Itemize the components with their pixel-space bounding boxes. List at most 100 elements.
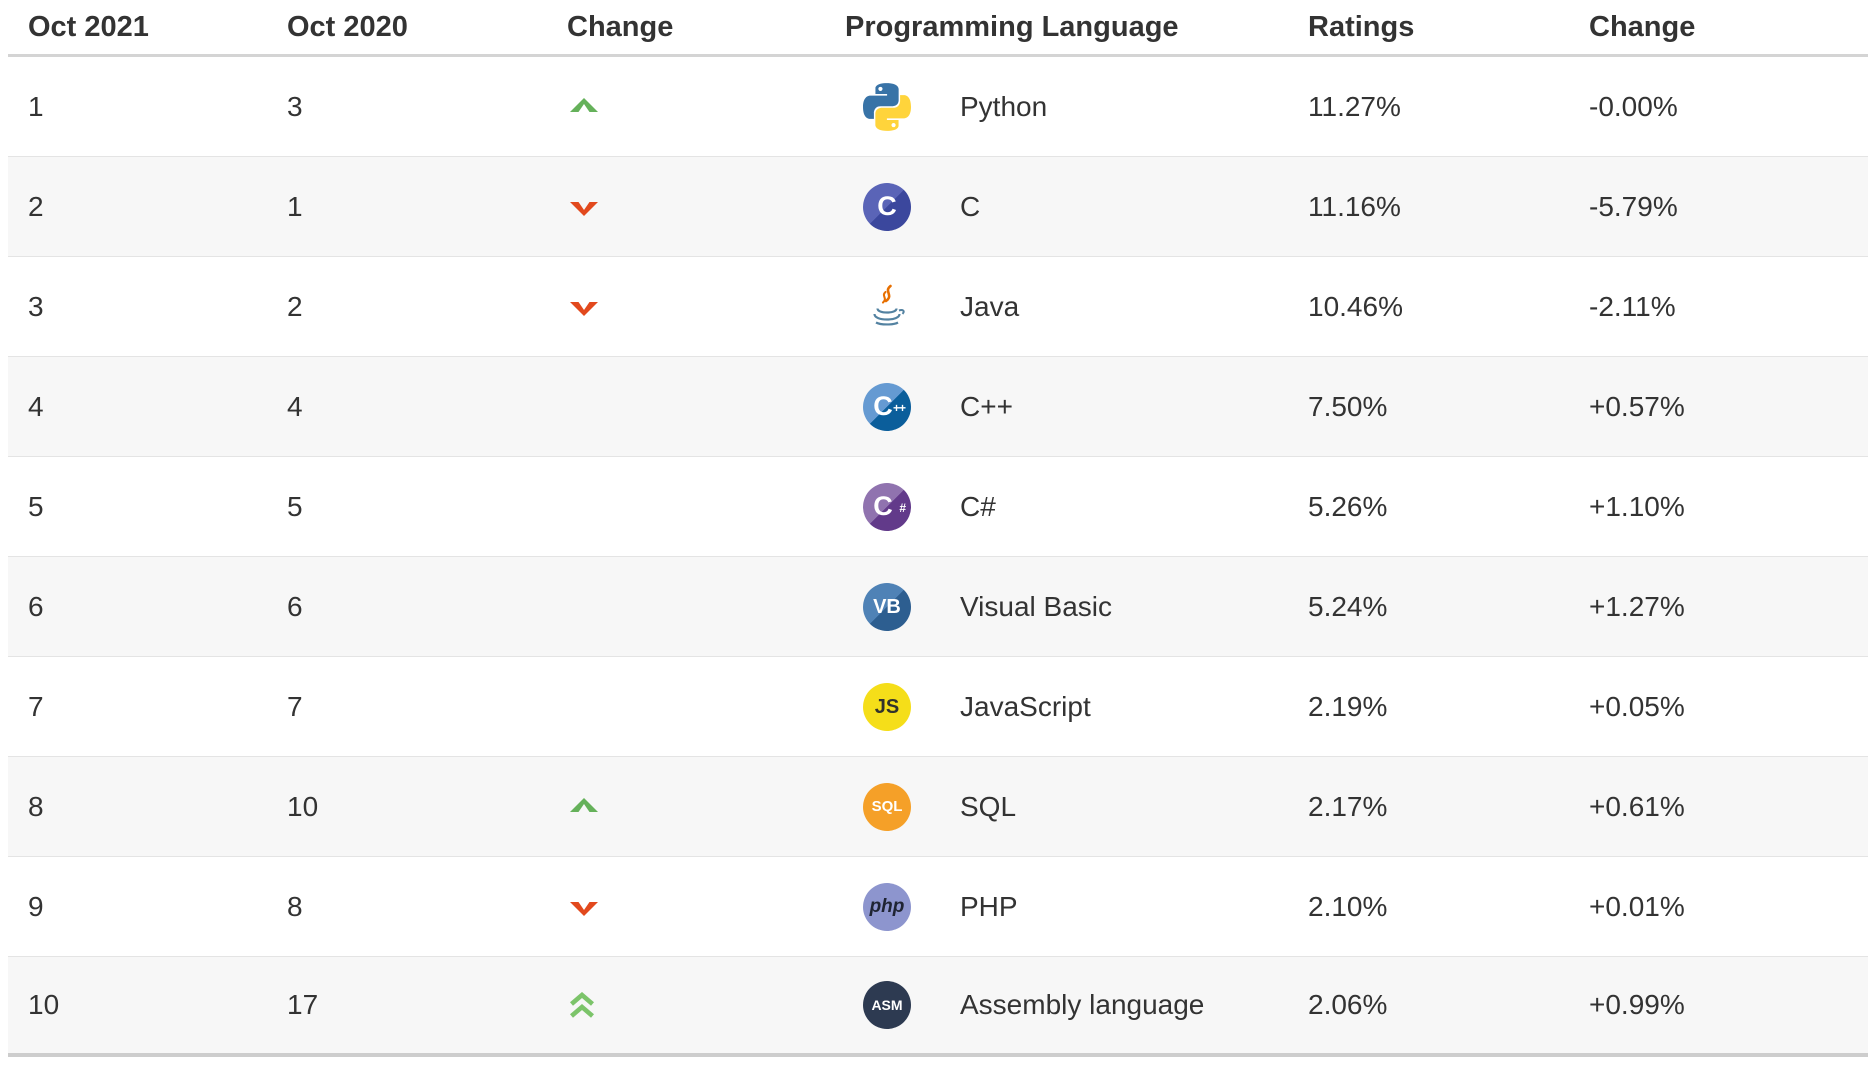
rank-2021-cell: 7 [28,690,44,722]
table-row: 9 8 php PHP 2.10% +0.01% [8,857,1868,957]
language-icon-label: C [877,191,897,221]
trend-up-icon [570,797,598,812]
language-cell: ASM Assembly language [845,981,1308,1029]
ratings-cell: 2.10% [1308,890,1388,922]
trend-cell [567,196,845,218]
trend-cell [567,296,845,318]
table-row: 5 5 C # C# 5.26% +1.10% [8,457,1868,557]
table-row: 3 2 Java 10.46% -2.11% [8,257,1868,357]
change-cell: +1.10% [1589,490,1685,522]
ratings-cell: 2.17% [1308,790,1388,822]
trend-up-double-icon [570,991,594,1018]
change-cell: +1.27% [1589,590,1685,622]
java-icon [863,283,911,331]
tiobe-index-table: Oct 2021 Oct 2020 Change Programming Lan… [8,0,1868,1057]
header-oct-2020: Oct 2020 [287,10,408,43]
table-row: 2 1 C C 11.16% -5.79% [8,157,1868,257]
trend-cell [567,96,845,118]
header-change-ratings: Change [1589,10,1696,43]
rank-2020-cell: 17 [287,989,319,1020]
rank-2021-cell: 4 [28,390,44,422]
language-cell: php PHP [845,882,1308,931]
javascript-icon: JS [863,682,911,731]
change-cell: +0.57% [1589,390,1685,422]
table-row: 6 6 VB Visual Basic 5.24% +1.27% [8,557,1868,657]
change-cell: +0.61% [1589,790,1685,822]
ratings-cell: 11.16% [1308,190,1401,222]
rank-2020-cell: 2 [287,290,303,322]
language-cell: Python [845,82,1308,131]
trend-up-icon [570,97,598,112]
language-icon-label: SQL [871,798,903,815]
header-oct-2021: Oct 2021 [28,10,149,43]
ratings-cell: 7.50% [1308,390,1388,422]
language-cell: C C [845,182,1308,231]
language-name: C++ [960,390,1013,422]
trend-down-icon [570,301,598,316]
language-cell: SQL SQL [845,782,1308,831]
language-name: JavaScript [960,690,1091,722]
language-cell: VB Visual Basic [845,582,1308,631]
language-icon-label: php [869,896,905,917]
table-body: 1 3 Python 11.27% -0.00% 2 1 C C 11.16% … [8,57,1868,1057]
rank-2021-cell: 2 [28,190,44,222]
header-change-position: Change [567,10,674,43]
ratings-cell: 5.24% [1308,590,1388,622]
trend-cell [567,896,845,918]
header-ratings: Ratings [1308,10,1415,43]
rank-2020-cell: 3 [287,90,303,122]
rank-2020-cell: 8 [287,890,303,922]
rank-2021-cell: 1 [28,90,44,122]
table-header-row: Oct 2021 Oct 2020 Change Programming Lan… [8,0,1868,57]
language-icon-label: C [873,391,893,421]
language-icon-suffix: ++ [892,400,906,415]
trend-down-icon [570,901,598,916]
rank-2021-cell: 3 [28,290,44,322]
cpp-icon: C ++ [863,382,911,431]
rank-2020-cell: 1 [287,190,303,222]
language-icon-suffix: # [899,500,906,515]
rank-2021-cell: 5 [28,490,44,522]
language-cell: Java [845,283,1308,331]
language-name: C [960,190,981,222]
rank-2020-cell: 5 [287,490,303,522]
table-row: 10 17 ASM Assembly language 2.06% +0.99% [8,957,1868,1057]
language-icon-label: VB [873,595,901,618]
trend-down-icon [570,201,598,216]
language-name: PHP [960,890,1018,922]
language-icon-label: JS [874,695,900,718]
rank-2020-cell: 10 [287,790,319,822]
python-icon [863,82,911,131]
ratings-cell: 5.26% [1308,490,1388,522]
language-name: Visual Basic [960,590,1113,622]
trend-cell [567,991,845,1019]
sql-icon: SQL [863,782,911,831]
rank-2020-cell: 7 [287,690,303,722]
csharp-icon: C # [863,482,911,531]
table-row: 4 4 C ++ C++ 7.50% +0.57% [8,357,1868,457]
ratings-cell: 2.06% [1308,989,1388,1020]
rank-2021-cell: 8 [28,790,44,822]
change-cell: +0.99% [1589,989,1685,1020]
c-icon: C [863,182,911,231]
visual-basic-icon: VB [863,582,911,631]
language-name: SQL [960,790,1017,822]
change-cell: -2.11% [1589,290,1676,322]
language-icon-label: ASM [871,997,903,1013]
table-row: 8 10 SQL SQL 2.17% +0.61% [8,757,1868,857]
ratings-cell: 10.46% [1308,290,1403,322]
rank-2021-cell: 9 [28,890,44,922]
table-row: 7 7 JS JavaScript 2.19% +0.05% [8,657,1868,757]
language-cell: C # C# [845,482,1308,531]
rank-2021-cell: 10 [28,989,60,1020]
change-cell: +0.01% [1589,890,1685,922]
language-cell: C ++ C++ [845,382,1308,431]
header-programming-language: Programming Language [845,10,1179,43]
language-name: C# [960,490,996,522]
language-name: Python [960,90,1048,122]
language-name: Java [960,290,1020,322]
language-cell: JS JavaScript [845,682,1308,731]
rank-2020-cell: 4 [287,390,303,422]
change-cell: -0.00% [1589,90,1678,122]
language-icon-label: C [873,491,893,521]
